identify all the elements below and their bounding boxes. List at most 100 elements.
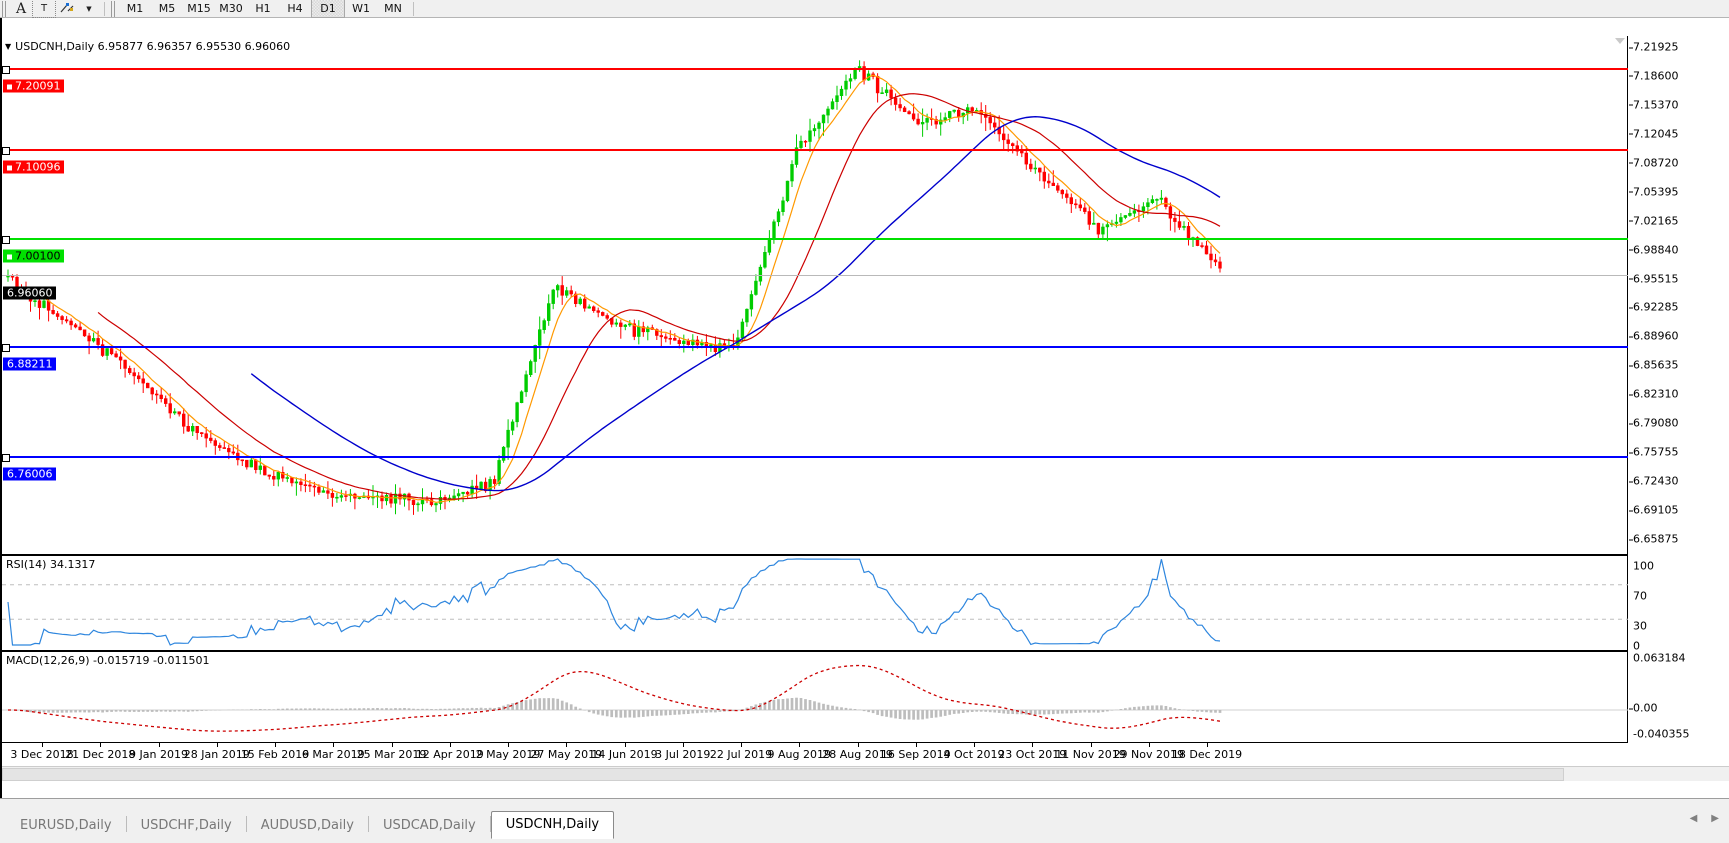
date-tick-label: 28 Aug 2019 [822,748,893,761]
macd-tick: 0.00 [1629,702,1658,715]
tick-mark [1629,191,1633,193]
date-tick [333,743,335,747]
toolbar-divider-2 [413,1,414,16]
date-tick-label: 15 Feb 2019 [240,748,310,761]
tab-audusd[interactable]: AUDUSD,Daily [260,818,354,833]
line-handle[interactable] [2,454,10,462]
chevron-down-icon[interactable]: ▼ [86,4,92,13]
price-tick: 6.95515 [1629,272,1679,285]
support-line-688211[interactable] [2,344,1628,352]
rsi-panel[interactable]: RSI(14) 34.1317 [2,554,1628,650]
tick-mark [1629,104,1633,106]
price-tick: 7.05395 [1629,185,1679,198]
date-tick [391,743,393,747]
date-tick-label: 29 Nov 2019 [1113,748,1184,761]
date-tick [857,743,859,747]
line-handle[interactable] [2,66,10,74]
resistance-line-720091[interactable] [2,66,1628,74]
timeframe-w1[interactable]: W1 [352,2,370,15]
date-tick-label: 22 Jul 2019 [709,748,773,761]
scroll-marker-icon [1615,38,1625,44]
rsi-tick: 70 [1633,589,1647,603]
line-handle[interactable] [2,236,10,244]
macd-panel[interactable]: MACD(12,26,9) -0.015719 -0.011501 [2,650,1628,744]
timeframe-mn[interactable]: MN [384,2,402,15]
date-tick [682,743,684,747]
date-tick [1207,743,1208,747]
support-line-676006[interactable] [2,454,1628,462]
date-tick [974,743,975,747]
objects-glyph [60,3,73,13]
line-handle[interactable] [2,147,10,155]
timeframe-m15[interactable]: M15 [187,2,211,15]
horizontal-scrollbar[interactable] [2,766,1729,781]
price-tick: 7.02165 [1629,214,1679,227]
timeframe-h1[interactable]: H1 [255,2,271,15]
timeframe-h4[interactable]: H4 [287,2,303,15]
tick-mark [1629,423,1633,425]
price-tag-676006[interactable]: 6.76006 [3,467,56,481]
nav-right-icon[interactable]: ▶ [1711,813,1719,824]
text-tool-icon[interactable]: A [15,0,27,17]
timeframe-m5[interactable]: M5 [158,2,176,15]
tag-handle-icon [7,254,12,259]
tick-mark [1629,336,1633,338]
tick-mark [1629,278,1633,280]
date-axis[interactable]: 3 Dec 2018 21 Dec 2018 9 Jan 2019 28 Jan 20… [2,742,1628,768]
price-tick: 6.88960 [1629,330,1679,343]
nav-left-icon[interactable]: ◀ [1689,813,1698,824]
price-tag-720091[interactable]: 7.20091 [3,79,64,93]
line-handle[interactable] [2,344,10,352]
collapse-icon[interactable]: ▼ [5,42,12,51]
objects-tool-icon[interactable] [56,0,78,17]
date-tick [42,743,43,747]
timeframe-grip[interactable] [111,0,117,17]
price-scale[interactable]: 7.21925 7.18600 7.15370 7.12045 7.08720 7.053… [1629,36,1729,549]
price-tag-710096[interactable]: 7.10096 [3,160,64,174]
macd-label: MACD(12,26,9) -0.015719 -0.011501 [6,654,210,667]
tab-usdchf[interactable]: USDCHF,Daily [140,818,232,833]
tab-usdcnh[interactable]: USDCNH,Daily [490,811,615,839]
resistance-line-710096[interactable] [2,147,1628,155]
price-tag-700100[interactable]: 7.00100 [3,249,64,263]
chart-symbol-header: ▼ USDCNH,Daily 6.95877 6.96357 6.95530 6… [5,40,290,53]
tab-eurusd[interactable]: EURUSD,Daily [20,818,112,833]
date-tick-label: 9 Jan 2019 [129,748,188,761]
price-tick: 6.92285 [1629,301,1679,314]
date-tick-label: 23 Oct 2019 [998,748,1067,761]
date-tick [1090,743,1092,747]
date-tick [508,743,509,747]
date-tick [566,743,568,747]
tab-divider [245,816,247,832]
tab-nav-arrows: ◀ ▶ [1690,813,1719,824]
timeframe-d1[interactable]: D1 [311,0,345,18]
date-tick-label: 3 Dec 2018 [10,748,74,761]
price-tick: 7.08720 [1629,156,1679,169]
pivot-line-700100[interactable] [2,236,1628,244]
macd-tick: 0.063184 [1633,651,1686,665]
date-tick-label: 16 Sep 2019 [880,748,951,761]
price-tag-688211[interactable]: 6.88211 [3,357,56,371]
toolbar-grip[interactable] [2,0,8,17]
price-tick: 7.15370 [1629,98,1679,111]
timeframe-m30[interactable]: M30 [219,2,243,15]
tick-mark [1629,452,1633,454]
rsi-tick: 0 [1633,639,1640,653]
label-tool-icon[interactable]: T [32,0,56,18]
tick-mark [1629,394,1633,396]
toolbar-divider [104,1,105,16]
scrollbar-thumb[interactable] [2,768,1564,781]
price-tick: 6.85635 [1629,359,1679,372]
date-tick-label: 9 Aug 2019 [767,748,831,761]
rsi-tick: 100 [1633,559,1654,573]
tick-mark [1629,708,1633,709]
tick-mark [1629,307,1633,309]
tick-mark [1629,481,1633,483]
tick-mark [1629,75,1633,77]
price-panel[interactable] [2,36,1628,549]
date-tick-label: 11 Nov 2019 [1055,748,1126,761]
rsi-scale[interactable]: 100 70 30 0 [1629,554,1729,653]
macd-scale[interactable]: 0.063184 0.00 -0.040355 [1629,650,1729,742]
tab-usdcad[interactable]: USDCAD,Daily [382,818,476,833]
timeframe-m1[interactable]: M1 [126,2,144,15]
